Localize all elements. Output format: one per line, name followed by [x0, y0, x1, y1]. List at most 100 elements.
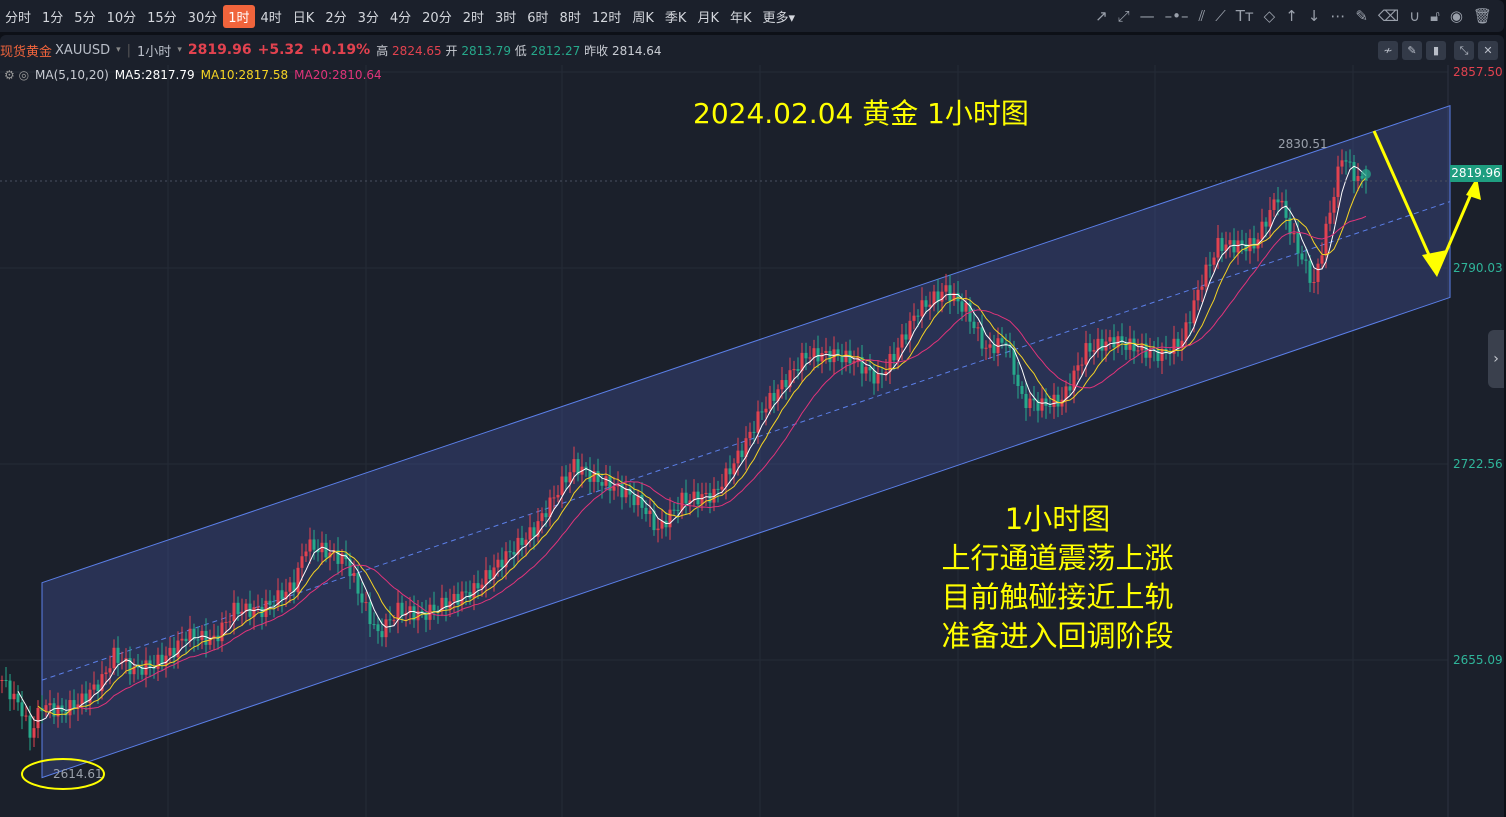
timeframe-20[interactable]: 月K	[697, 10, 719, 26]
candle-body	[536, 521, 540, 537]
candle-body	[1044, 398, 1048, 406]
candle-body	[396, 602, 400, 621]
timeframe-9[interactable]: 2分	[325, 10, 347, 26]
horizontal-line-icon[interactable]: —	[1139, 7, 1155, 25]
timeframe-2[interactable]: 5分	[74, 10, 96, 26]
candle-body	[1204, 264, 1208, 287]
timeframe-8[interactable]: 日K	[292, 10, 315, 26]
candle-body	[704, 492, 708, 495]
arrow-down-icon[interactable]: ↓	[1307, 7, 1321, 25]
candle-body	[300, 556, 304, 568]
timeframe-3[interactable]: 10分	[106, 10, 137, 26]
timeframe-22[interactable]: 更多▾	[762, 10, 796, 26]
side-panel-toggle[interactable]: ›	[1488, 330, 1504, 388]
eraser-icon[interactable]: ⌫	[1377, 7, 1400, 25]
candle-body	[660, 520, 664, 529]
candle-body	[460, 591, 464, 605]
candle-body	[1236, 240, 1240, 253]
candle-body	[1016, 374, 1020, 387]
candle-body	[980, 327, 984, 349]
candle-body	[932, 291, 936, 305]
settings-icon[interactable]: ⚙ ◎	[4, 68, 30, 82]
candle-type-icon[interactable]: ▮	[1426, 41, 1446, 60]
segment-icon[interactable]: ⟋	[1215, 7, 1226, 25]
ma5-value: MA5:2817.79	[114, 68, 195, 82]
candle-body	[1260, 221, 1264, 240]
candle-body	[812, 348, 816, 358]
candle-body	[1288, 217, 1292, 235]
period-select[interactable]: 1小时	[137, 44, 172, 60]
eye-icon[interactable]: ◉	[1449, 7, 1463, 25]
candle-body	[1292, 232, 1296, 235]
timeframe-5[interactable]: 30分	[187, 10, 218, 26]
timeframe-19[interactable]: 季K	[664, 10, 687, 26]
parallel-channel-icon[interactable]: ⫽	[1198, 7, 1206, 25]
candle-body	[1040, 398, 1044, 411]
close-icon[interactable]: ✕	[1478, 41, 1498, 60]
collapse-icon[interactable]: ⤡	[1454, 41, 1474, 60]
timeframe-10[interactable]: 3分	[357, 10, 379, 26]
symbol-name[interactable]: 现货黄金	[0, 44, 53, 60]
timeframe-7[interactable]: 4时	[260, 10, 282, 26]
candle-body	[412, 606, 416, 621]
indicator-icon[interactable]: ≁	[1378, 41, 1398, 60]
unlock-icon[interactable]: 🔓︎	[1430, 7, 1440, 25]
candle-body	[188, 628, 192, 642]
text-icon[interactable]: Tт	[1235, 7, 1254, 25]
pencil-icon[interactable]: ✎	[1402, 41, 1422, 60]
candle-body	[824, 350, 828, 354]
timeframe-18[interactable]: 周K	[632, 10, 654, 26]
timeframe-0[interactable]: 分时	[5, 10, 32, 26]
timeframe-6[interactable]: 1时	[223, 4, 255, 28]
candle-body	[1156, 349, 1160, 361]
timeframe-12[interactable]: 20分	[422, 10, 452, 26]
panel-buttons: ≁ ✎ ▮ ⤡ ✕	[1378, 41, 1498, 60]
low-highlight-ellipse	[21, 758, 105, 790]
candle-body	[468, 592, 472, 599]
candle-body	[1160, 348, 1164, 361]
symbol-info: 现货黄金 XAUUSD ▾ | 1小时 ▾ 2819.96 +5.32 +0.19% …	[0, 42, 662, 60]
timeframe-1[interactable]: 1分	[42, 10, 64, 26]
candle-body	[436, 610, 440, 612]
timeframe-17[interactable]: 12时	[591, 10, 622, 26]
candle-body	[268, 600, 272, 605]
timeframe-4[interactable]: 15分	[147, 10, 177, 26]
candle-body	[556, 494, 560, 498]
arrowhead-up	[1466, 177, 1481, 200]
ray-icon[interactable]: ⤢	[1117, 7, 1130, 25]
timeframe-11[interactable]: 4分	[389, 10, 412, 26]
candle-body	[792, 368, 796, 371]
trash-icon[interactable]: 🗑︎	[1472, 7, 1492, 25]
timeframe-14[interactable]: 3时	[494, 10, 517, 26]
tag-icon[interactable]: ◇	[1263, 7, 1276, 25]
candle-body	[908, 320, 912, 340]
ma-label[interactable]: MA(5,10,20)	[35, 68, 109, 82]
arrow-icon[interactable]: ↗	[1095, 7, 1108, 25]
more-icon[interactable]: ⋯	[1330, 7, 1346, 25]
candle-body	[848, 350, 852, 364]
candle-body	[264, 600, 268, 617]
candle-body	[348, 559, 352, 577]
arrow-up-icon[interactable]: ↑	[1285, 7, 1298, 25]
candle-body	[1344, 160, 1348, 162]
candle-body	[1228, 240, 1232, 245]
candle-body	[12, 693, 16, 700]
timeframe-15[interactable]: 6时	[527, 10, 549, 26]
candle-body	[1024, 393, 1028, 409]
low-label: 低	[514, 43, 527, 58]
horizontal-ray-icon[interactable]: –•–	[1164, 7, 1189, 25]
symbol-code[interactable]: XAUUSD	[55, 42, 111, 58]
candle-body	[1320, 255, 1324, 264]
y-tick-label: 2857.50	[1453, 65, 1503, 79]
candle-body	[288, 582, 292, 592]
edit-icon[interactable]: ✎	[1355, 7, 1368, 25]
timeframe-21[interactable]: 年K	[729, 10, 752, 26]
candlestick-chart[interactable]: 2857.50 2790.03 2722.56 2655.09	[0, 65, 1506, 817]
candle-body	[1076, 365, 1080, 371]
timeframe-16[interactable]: 8时	[559, 10, 581, 26]
magnet-icon[interactable]: ∪	[1409, 7, 1421, 25]
timeframe-13[interactable]: 2时	[462, 10, 484, 26]
candle-body	[888, 353, 892, 372]
candle-body	[304, 551, 308, 557]
candle-body	[752, 431, 756, 433]
